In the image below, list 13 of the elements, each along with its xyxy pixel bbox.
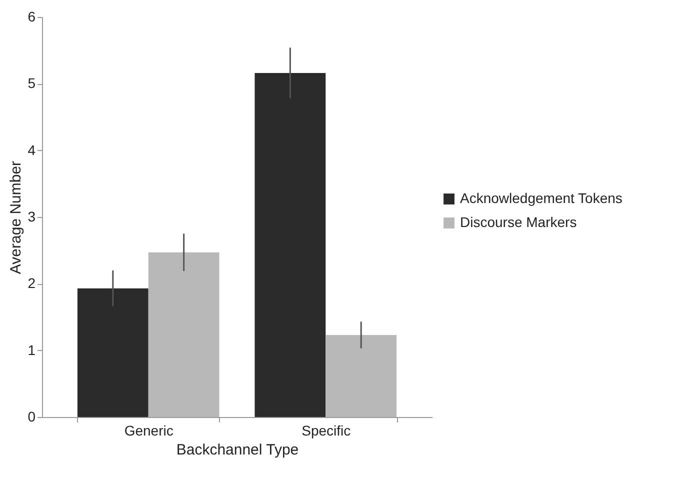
y-tick-label: 2 (28, 275, 36, 292)
y-tick-label: 6 (28, 8, 36, 24)
y-tick-label: 4 (28, 142, 36, 158)
y-axis-title: Average Number (8, 160, 25, 274)
x-axis-title: Backchannel Type (176, 442, 299, 458)
y-tick-label: 5 (28, 75, 36, 92)
x-tick-label: Generic (124, 422, 174, 438)
y-tick-label: 3 (28, 208, 36, 224)
y-tick-label: 1 (28, 342, 36, 358)
legend-label: Acknowledgement Tokens (460, 190, 622, 206)
legend-label: Discourse Markers (460, 214, 577, 230)
y-tick-label: 0 (28, 408, 36, 424)
x-tick-label: Specific (302, 422, 351, 438)
